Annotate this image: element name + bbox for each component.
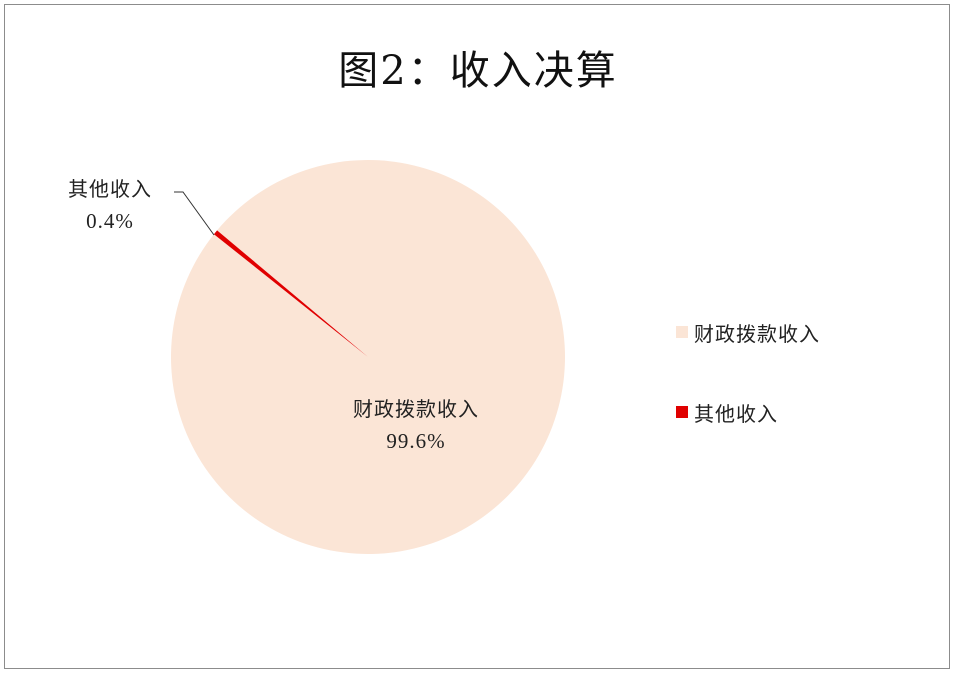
data-label-fiscal-allocation: 财政拨款收入 99.6% <box>326 393 506 457</box>
legend-swatch-fiscal-allocation <box>676 326 688 338</box>
legend-item-fiscal-allocation: 财政拨款收入 <box>676 312 820 352</box>
pie-slice-fiscal-allocation <box>171 160 565 554</box>
legend-item-other-income: 其他收入 <box>676 392 820 432</box>
data-label-other-income: 其他收入 0.4% <box>50 173 170 237</box>
legend-label-fiscal-allocation: 财政拨款收入 <box>694 318 820 347</box>
data-label-other-income-name: 其他收入 <box>50 173 170 205</box>
data-label-other-income-value: 0.4% <box>50 205 170 237</box>
data-label-fiscal-allocation-value: 99.6% <box>326 425 506 457</box>
data-label-fiscal-allocation-name: 财政拨款收入 <box>326 393 506 425</box>
legend-swatch-other-income <box>676 406 688 418</box>
legend-label-other-income: 其他收入 <box>694 398 778 427</box>
legend: 财政拨款收入 其他收入 <box>676 312 820 472</box>
pie-slices <box>171 160 565 554</box>
leader-line-other-income <box>174 192 214 235</box>
